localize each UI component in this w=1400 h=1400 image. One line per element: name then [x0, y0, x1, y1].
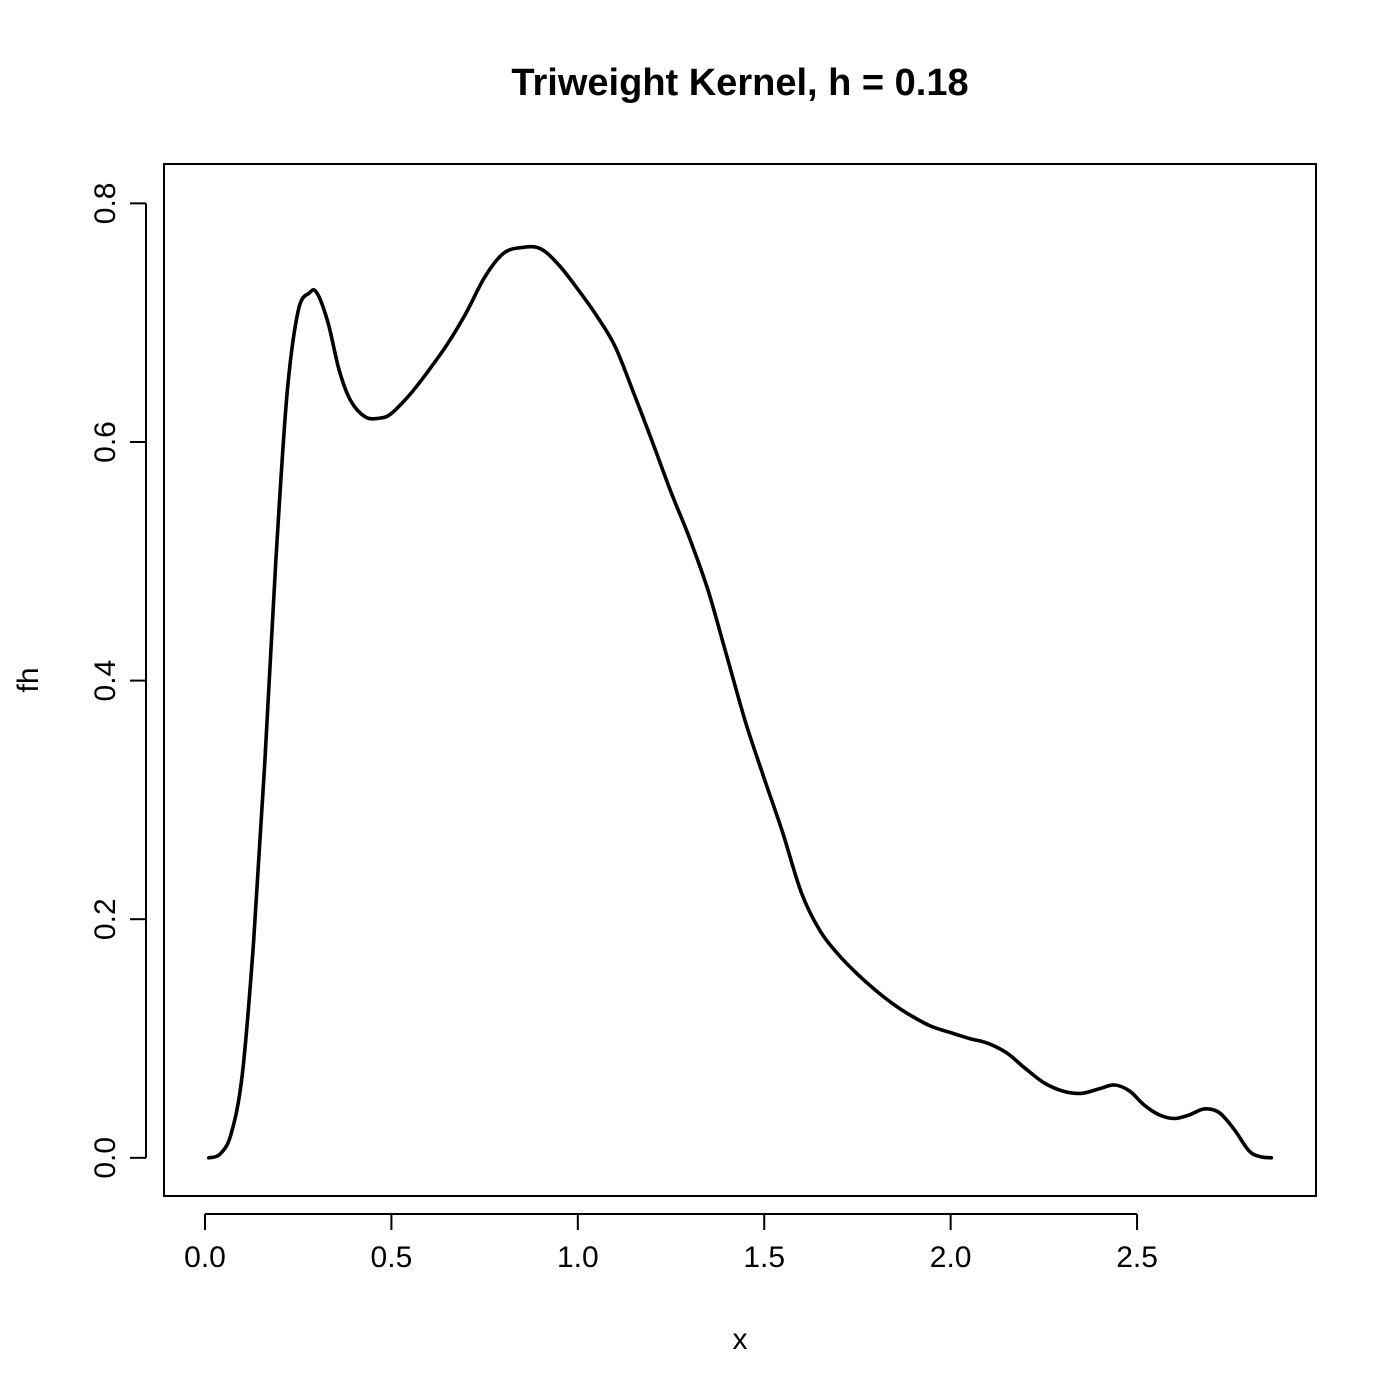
x-tick-label: 1.0	[557, 1241, 599, 1274]
y-tick-label: 0.6	[89, 421, 122, 463]
y-tick-label: 0.0	[89, 1137, 122, 1179]
x-axis: 0.0 0.5 1.0 1.5 2.0 2.5	[184, 1213, 1158, 1274]
x-tick-label: 2.5	[1116, 1241, 1158, 1274]
chart-title: Triweight Kernel, h = 0.18	[511, 62, 968, 104]
y-axis-label: fh	[12, 667, 45, 692]
x-axis-label: x	[733, 1323, 748, 1356]
plot-area-frame	[163, 163, 1317, 1197]
x-tick-label: 0.0	[184, 1241, 226, 1274]
y-tick-label: 0.4	[89, 660, 122, 702]
y-axis: 0.0 0.2 0.4 0.6 0.8	[89, 183, 147, 1179]
density-curve	[206, 244, 1274, 1160]
x-tick-label: 0.5	[371, 1241, 413, 1274]
x-tick-label: 2.0	[930, 1241, 972, 1274]
y-tick-label: 0.8	[89, 183, 122, 225]
y-tick-label: 0.2	[89, 898, 122, 940]
x-tick-label: 1.5	[743, 1241, 785, 1274]
